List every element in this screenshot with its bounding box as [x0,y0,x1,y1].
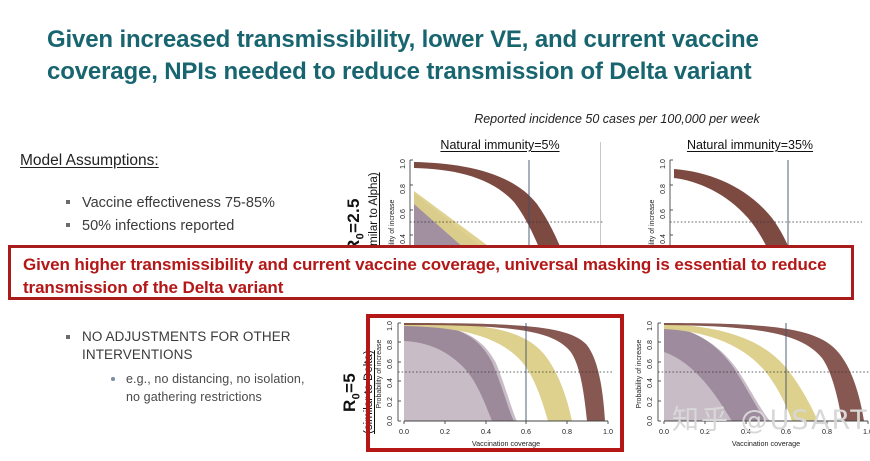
svg-text:Probability of increase: Probability of increase [389,199,396,268]
chart-panel-r0-5-ni-5: Probability of increase 1.0 0.8 0.6 0.4 … [372,318,618,449]
svg-text:1.0: 1.0 [603,427,613,436]
svg-text:0.2: 0.2 [647,397,654,407]
row-label-text: R0=2.5 [344,198,367,252]
callout-line-1: Given higher transmissibility and curren… [23,255,747,274]
svg-text:0.0: 0.0 [647,416,654,426]
svg-text:0.8: 0.8 [387,340,394,350]
svg-text:Probability of increase: Probability of increase [649,199,656,268]
chart-panel-r0-5-ni-35: Probability of increase 1.0 0.8 0.6 0.4 … [632,318,870,449]
model-assumptions-heading: Model Assumptions: [20,152,159,169]
svg-text:1.0: 1.0 [647,321,654,331]
svg-text:0.6: 0.6 [781,427,791,436]
figure-caption: Reported incidence 50 cases per 100,000 … [474,112,760,126]
svg-text:0.8: 0.8 [660,184,667,194]
svg-text:Vaccination coverage: Vaccination coverage [472,439,540,448]
svg-text:0.2: 0.2 [387,397,394,407]
no-adjustments-label: NO ADJUSTMENTS FOR OTHER INTERVENTIONS [82,329,291,363]
svg-text:0.6: 0.6 [521,427,531,436]
svg-text:1.0: 1.0 [387,321,394,331]
sub-line-1: e.g., no distancing, no isolation, [126,372,305,387]
no-adjustments-list: NO ADJUSTMENTS FOR OTHER INTERVENTIONS e… [22,328,362,407]
svg-text:1.0: 1.0 [400,159,407,169]
svg-text:Vaccination coverage: Vaccination coverage [732,439,800,448]
svg-text:0.4: 0.4 [660,234,667,244]
page-title: Given increased transmissibility, lower … [47,26,759,85]
svg-text:0.0: 0.0 [387,416,394,426]
svg-text:0.4: 0.4 [481,427,491,436]
callout-box: Given higher transmissibility and curren… [8,245,854,300]
list-item: Vaccine effectiveness 75-85% [62,192,372,215]
svg-text:0.2: 0.2 [440,427,450,436]
svg-text:0.2: 0.2 [700,427,710,436]
column-header-natural-immunity-35: Natural immunity=35% [686,138,814,152]
svg-text:0.8: 0.8 [562,427,572,436]
list-item: NO ADJUSTMENTS FOR OTHER INTERVENTIONS e… [62,328,362,407]
svg-text:0.8: 0.8 [822,427,832,436]
svg-text:0.6: 0.6 [660,209,667,219]
list-item: 50% infections reported [62,215,372,238]
svg-text:0.6: 0.6 [647,359,654,369]
svg-text:1.0: 1.0 [660,159,667,169]
row-label-text: R0=5 [340,373,363,412]
svg-text:1.0: 1.0 [863,427,870,436]
svg-text:0.0: 0.0 [399,427,409,436]
callout-text: Given higher transmissibility and curren… [11,248,851,299]
no-adjustments-sublist: e.g., no distancing, no isolation, no ga… [82,371,362,407]
svg-text:0.6: 0.6 [400,209,407,219]
column-divider [600,142,601,274]
svg-text:0.6: 0.6 [387,359,394,369]
svg-text:0.8: 0.8 [400,184,407,194]
svg-text:0.4: 0.4 [387,378,394,388]
svg-text:0.8: 0.8 [647,340,654,350]
svg-text:0.0: 0.0 [659,427,669,436]
list-item: e.g., no distancing, no isolation, no ga… [106,371,362,407]
model-assumptions-list: Vaccine effectiveness 75-85% 50% infecti… [22,192,372,239]
svg-text:0.4: 0.4 [741,427,751,436]
svg-text:0.4: 0.4 [647,378,654,388]
svg-text:Probability of increase: Probability of increase [376,339,383,408]
svg-text:Probability of increase: Probability of increase [636,339,643,408]
svg-text:0.4: 0.4 [400,234,407,244]
callout-line-2: to reduce transmission of the Delta vari… [23,255,827,297]
watermark: 知乎 @USART [672,405,869,436]
column-header-natural-immunity-5: Natural immunity=5% [440,138,560,152]
sub-line-2: no gathering restrictions [126,390,262,405]
